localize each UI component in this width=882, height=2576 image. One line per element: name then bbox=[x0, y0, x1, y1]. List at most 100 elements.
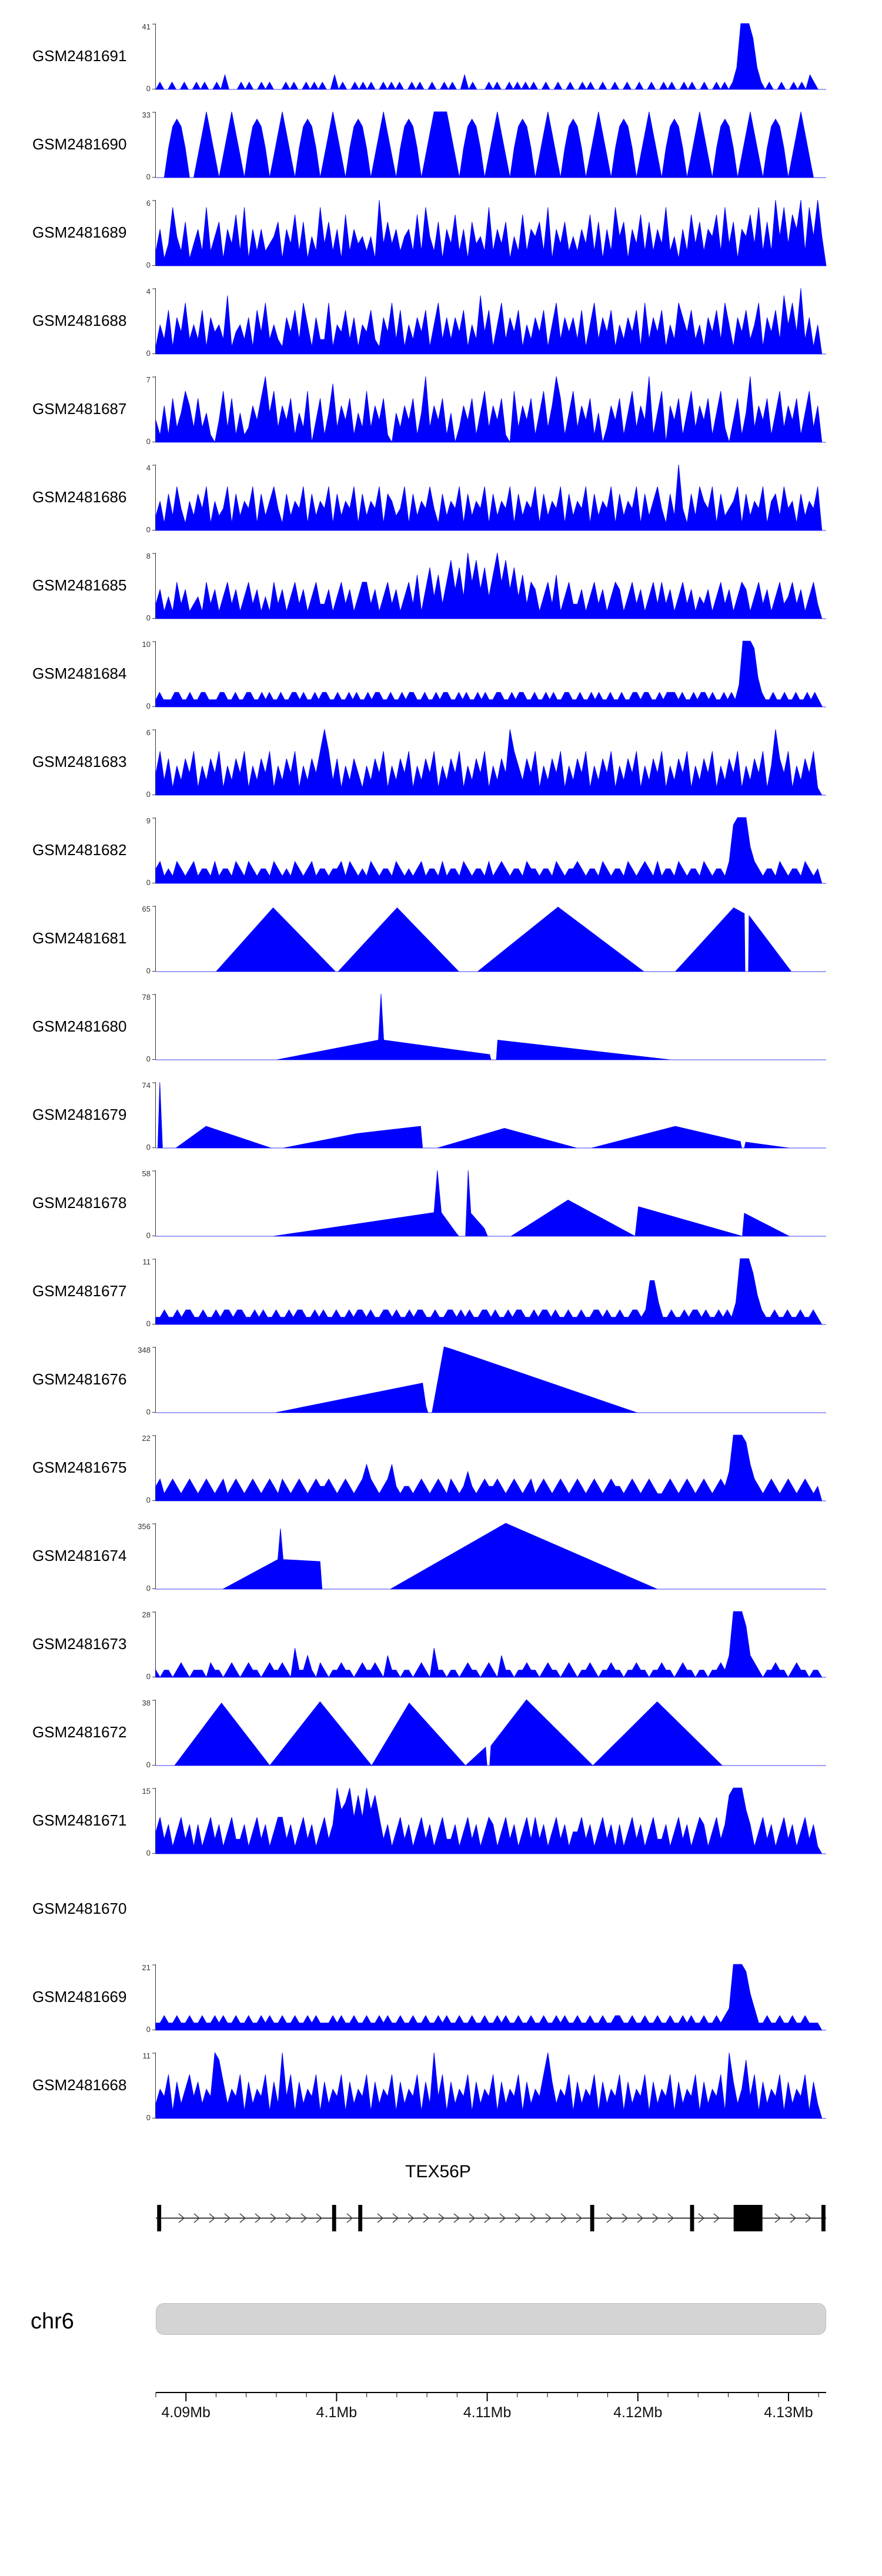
strand-arrow-icon bbox=[270, 2213, 277, 2223]
axis-tick-label: 4.09Mb bbox=[162, 2404, 211, 2421]
coverage-area bbox=[155, 1787, 826, 1854]
ymin-label: 0 bbox=[146, 1055, 151, 1063]
ymin-label: 0 bbox=[146, 1584, 151, 1593]
coverage-plot-GSM2481691: 41 0 bbox=[142, 22, 826, 93]
strand-arrow-icon bbox=[637, 2213, 644, 2223]
ymax-label: 65 bbox=[142, 905, 151, 913]
ymin-label: 0 bbox=[146, 1407, 151, 1416]
ymin-label: 0 bbox=[146, 790, 151, 799]
ymin-label: 0 bbox=[146, 966, 151, 975]
ymax-label: 41 bbox=[142, 22, 151, 31]
strand-arrow-icon bbox=[209, 2213, 216, 2223]
strand-arrow-icon bbox=[560, 2213, 567, 2223]
exon-box bbox=[690, 2205, 694, 2231]
strand-arrow-icon bbox=[285, 2213, 292, 2223]
coverage-area bbox=[155, 552, 826, 619]
ymin-label: 0 bbox=[146, 1143, 151, 1152]
track-label-GSM2481673: GSM2481673 bbox=[32, 1635, 127, 1653]
strand-arrow-icon bbox=[545, 2213, 552, 2223]
coverage-plot-GSM2481687: 70 bbox=[146, 375, 826, 446]
ymin-label: 0 bbox=[146, 613, 151, 622]
exon-box bbox=[157, 2205, 162, 2231]
track-label-GSM2481670: GSM2481670 bbox=[32, 1900, 127, 1917]
coverage-area bbox=[155, 1964, 826, 2031]
ymin-label: 0 bbox=[146, 1231, 151, 1240]
ymin-label: 0 bbox=[146, 1848, 151, 1857]
track-label-GSM2481688: GSM2481688 bbox=[32, 312, 127, 329]
coverage-plot-GSM2481690: 33 0 bbox=[142, 111, 826, 181]
ymin-label: 0 bbox=[146, 878, 151, 887]
strand-arrow-icon bbox=[606, 2213, 613, 2223]
strand-arrow-icon bbox=[255, 2213, 262, 2223]
coverage-area bbox=[155, 1434, 826, 1501]
ymax-label: 7 bbox=[146, 375, 151, 384]
track-label-GSM2481680: GSM2481680 bbox=[32, 1017, 127, 1035]
coverage-area bbox=[156, 1523, 826, 1590]
ymin-label: 0 bbox=[146, 172, 151, 181]
coverage-area bbox=[155, 640, 826, 708]
axis-tick-label: 4.12Mb bbox=[613, 2404, 662, 2421]
coverage-plot-GSM2481683: 60 bbox=[146, 728, 826, 799]
strand-arrow-icon bbox=[407, 2213, 415, 2223]
ymin-label: 0 bbox=[146, 1672, 151, 1681]
coverage-area bbox=[155, 464, 826, 531]
ymin-label: 0 bbox=[146, 2113, 151, 2122]
ymax-label: 4 bbox=[146, 287, 151, 296]
track-label-GSM2481672: GSM2481672 bbox=[32, 1723, 127, 1741]
exon-box bbox=[733, 2205, 763, 2231]
strand-arrow-icon bbox=[667, 2213, 674, 2223]
track-label-GSM2481689: GSM2481689 bbox=[32, 223, 127, 241]
ymax-label: 6 bbox=[146, 728, 151, 737]
coverage-plot-GSM2481688: 40 bbox=[146, 287, 826, 358]
ymax-label: 6 bbox=[146, 199, 151, 208]
strand-arrow-icon bbox=[622, 2213, 629, 2223]
ymax-label: 28 bbox=[142, 1610, 151, 1619]
genome-axis: 4.09Mb 4.1Mb 4.11Mb 4.12Mb 4.13Mb bbox=[155, 2392, 826, 2421]
strand-arrow-icon bbox=[713, 2213, 720, 2223]
ymax-label: 38 bbox=[142, 1699, 151, 1707]
chromosome-ideogram bbox=[156, 2303, 826, 2335]
ymax-label: 15 bbox=[142, 1787, 151, 1796]
coverage-area bbox=[156, 1346, 826, 1413]
gene-name-label: TEX56P bbox=[405, 2162, 471, 2181]
strand-arrow-icon bbox=[774, 2213, 781, 2223]
track-label-GSM2481674: GSM2481674 bbox=[32, 1547, 127, 1564]
strand-arrow-icon bbox=[484, 2213, 491, 2223]
strand-arrow-icon bbox=[377, 2213, 384, 2223]
coverage-plot-GSM2481669: 21 0 bbox=[142, 1963, 826, 2034]
strand-arrow-icon bbox=[790, 2213, 797, 2223]
track-label-GSM2481677: GSM2481677 bbox=[32, 1282, 127, 1300]
coverage-plot-GSM2481675: 22 0 bbox=[142, 1434, 826, 1504]
ymax-label: 33 bbox=[142, 111, 151, 119]
coverage-plot-GSM2481676: 348 0 bbox=[138, 1346, 826, 1416]
ymax-label: 22 bbox=[142, 1434, 151, 1443]
ymin-label: 0 bbox=[146, 1319, 151, 1328]
strand-arrow-icon bbox=[224, 2213, 231, 2223]
coverage-plot-GSM2481684: 10 0 bbox=[142, 640, 826, 710]
ymax-label: 10 bbox=[142, 640, 151, 649]
ymin-label: 0 bbox=[146, 261, 151, 269]
strand-arrow-icon bbox=[239, 2213, 246, 2223]
track-label-GSM2481679: GSM2481679 bbox=[32, 1106, 127, 1123]
strand-arrow-icon bbox=[300, 2213, 308, 2223]
track-label-GSM2481691: GSM2481691 bbox=[32, 47, 127, 65]
ymax-label: 21 bbox=[142, 1963, 151, 1972]
strand-arrow-icon bbox=[652, 2213, 659, 2223]
track-label-GSM2481668: GSM2481668 bbox=[32, 2076, 127, 2094]
track-label-GSM2481683: GSM2481683 bbox=[32, 753, 127, 770]
track-label-GSM2481686: GSM2481686 bbox=[32, 488, 127, 506]
track-label-GSM2481681: GSM2481681 bbox=[32, 929, 127, 947]
coverage-plot-GSM2481674: 356 0 bbox=[138, 1522, 826, 1593]
track-label-GSM2481669: GSM2481669 bbox=[32, 1988, 127, 2006]
ymin-label: 0 bbox=[146, 437, 151, 446]
track-label-GSM2481682: GSM2481682 bbox=[32, 841, 127, 859]
strand-arrow-icon bbox=[530, 2213, 537, 2223]
strand-arrow-icon bbox=[453, 2213, 460, 2223]
ymax-label: 11 bbox=[143, 2051, 151, 2060]
coverage-area bbox=[156, 1699, 826, 1766]
track-label-GSM2481685: GSM2481685 bbox=[32, 576, 127, 594]
ymax-label: 78 bbox=[142, 993, 151, 1002]
exon-box bbox=[332, 2205, 336, 2231]
coverage-plot-GSM2481680: 78 0 bbox=[142, 993, 826, 1063]
ymax-label: 11 bbox=[143, 1257, 151, 1266]
